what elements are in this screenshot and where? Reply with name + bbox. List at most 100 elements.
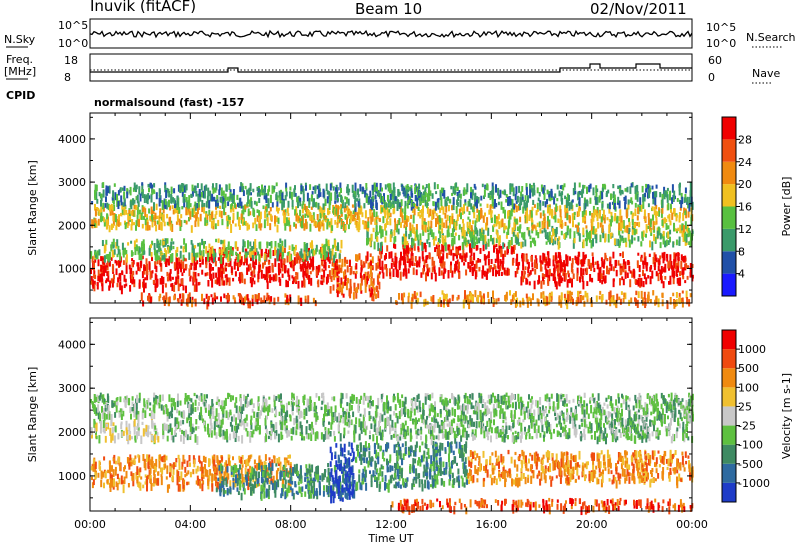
power-cell: [690, 203, 693, 207]
power-cell: [669, 275, 672, 285]
power-cell: [423, 195, 426, 201]
power-cell: [543, 228, 546, 233]
velocity-cell: [114, 469, 117, 476]
power-cell: [170, 195, 173, 204]
power-cell: [491, 238, 494, 245]
power-cell: [631, 226, 634, 236]
power-cell: [582, 272, 585, 276]
power-cell: [585, 267, 588, 274]
velocity-cell: [317, 473, 320, 483]
power-cell: [653, 206, 656, 216]
power-cell: [553, 274, 556, 278]
power-cell: [417, 212, 420, 217]
power-cell: [174, 204, 177, 214]
power-cell: [426, 202, 429, 206]
power-cell: [288, 274, 291, 281]
power-cell: [105, 254, 108, 260]
velocity-cell: [184, 466, 187, 473]
power-cell: [199, 194, 202, 198]
power-cell: [407, 186, 410, 190]
power-cell: [418, 196, 421, 202]
power-cell: [470, 257, 473, 262]
power-cell: [301, 280, 304, 288]
power-cell: [409, 260, 412, 266]
power-cell: [389, 218, 392, 226]
power-cell: [573, 211, 576, 216]
power-cell: [393, 243, 395, 249]
power-cell: [159, 208, 162, 212]
velocity-cell: [114, 460, 117, 465]
power-cell: [464, 237, 467, 246]
power-cell: [258, 210, 261, 218]
power-cell: [338, 192, 341, 197]
power-cell: [374, 218, 377, 225]
power-cell: [358, 205, 360, 213]
power-cell: [188, 217, 190, 222]
velocity-cell: [244, 467, 247, 477]
power-cell: [621, 230, 624, 234]
velocity-cell: [114, 466, 117, 472]
power-cell: [273, 275, 276, 280]
power-cell: [550, 272, 553, 277]
power-cell: [546, 269, 549, 278]
power-cell: [651, 241, 654, 251]
power-cell: [380, 242, 382, 252]
power-cell: [190, 194, 193, 198]
power-cell: [467, 262, 470, 269]
velocity-cell: [300, 492, 303, 498]
power-cell: [651, 185, 654, 190]
power-cell: [563, 273, 566, 277]
power-cell: [575, 259, 577, 264]
velocity-cell: [99, 466, 102, 471]
power-cell: [213, 196, 215, 202]
power-cell: [268, 242, 271, 246]
power-cell: [262, 205, 265, 210]
power-cell: [328, 210, 331, 214]
power-cell: [391, 190, 394, 197]
power-cell: [642, 269, 644, 277]
power-cell: [117, 245, 120, 251]
power-cell: [215, 199, 217, 207]
power-cell: [212, 272, 215, 279]
power-cell: [669, 297, 672, 305]
power-cell: [570, 263, 573, 273]
power-cell: [486, 183, 489, 190]
power-cell: [671, 197, 674, 204]
power-cell: [661, 234, 664, 239]
power-cell: [576, 267, 579, 275]
power-cell: [218, 248, 221, 254]
power-cell: [220, 255, 223, 264]
power-cell: [164, 283, 167, 288]
power-cell: [426, 206, 429, 214]
power-cell: [296, 272, 299, 280]
velocity-cell: [224, 468, 227, 473]
power-cell: [357, 188, 359, 195]
velocity-cell: [120, 475, 123, 485]
power-cell: [241, 297, 243, 305]
velocity-cell: [150, 459, 153, 468]
power-cell: [176, 201, 179, 211]
velocity-cell: [202, 466, 205, 474]
power-cell: [422, 268, 425, 275]
power-cell: [251, 294, 254, 299]
power-cell: [126, 223, 129, 228]
power-cell: [208, 295, 210, 301]
power-cell: [232, 277, 235, 282]
power-cell: [147, 295, 149, 301]
power-cell: [554, 193, 557, 198]
velocity-cell: [255, 483, 258, 488]
power-cell: [103, 219, 106, 227]
power-cell: [638, 205, 641, 212]
power-cell: [340, 287, 343, 293]
power-cell: [422, 228, 425, 236]
power-cell: [187, 297, 189, 303]
power-cell: [111, 209, 114, 216]
power-cell: [602, 275, 605, 282]
power-cell: [682, 267, 685, 275]
power-cell: [408, 247, 411, 252]
power-cell: [380, 254, 383, 259]
power-cell: [367, 221, 370, 228]
power-cell: [138, 209, 141, 215]
power-cell: [672, 292, 675, 297]
power-cell: [309, 271, 312, 275]
